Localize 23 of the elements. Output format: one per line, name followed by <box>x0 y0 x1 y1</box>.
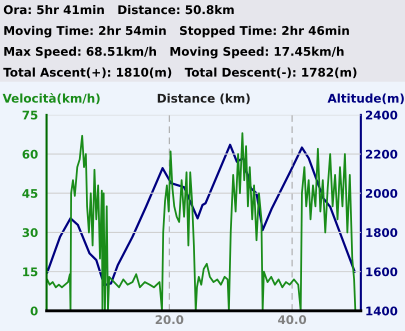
line-series <box>46 132 356 311</box>
x-tick-label: 40.0 <box>278 315 306 324</box>
y2-tick-label: 2000 <box>366 188 398 198</box>
y2-tick-label: 1600 <box>366 267 398 276</box>
y-tick-label: 15 <box>23 267 38 276</box>
y2-axis-title: Altitude(m) <box>328 94 404 104</box>
y2-tick-label: 2200 <box>366 150 398 159</box>
text: Total Ascent(+): 1810(m) Total Descent(-): 1782(m) <box>3 68 356 78</box>
y-tick-label: 60 <box>22 150 38 159</box>
y-axis-title: Velocità(km/h) <box>2 93 100 104</box>
y2-tick-label: 1400 <box>366 306 398 316</box>
y-tick-label: 75 <box>22 110 38 120</box>
text: Max Speed: 68.51km/h Moving Speed: 17.45km/h <box>4 46 344 58</box>
text: Ora: 5hr 41min Distance: 50.8km <box>4 4 234 14</box>
line-series <box>46 144 356 286</box>
y2-tick-label: 2400 <box>366 110 398 120</box>
x-axis-title: Distance (km) <box>158 94 250 104</box>
y2-tick-label: 1800 <box>366 228 398 238</box>
y-tick-label: 30 <box>22 228 38 238</box>
y-tick-label: 0 <box>30 306 38 316</box>
y-tick-label: 45 <box>22 189 38 198</box>
text: Moving Time: 2hr 54min Stopped Time: 2hr 46min <box>4 26 349 38</box>
x-tick-label: 20.0 <box>156 315 184 324</box>
